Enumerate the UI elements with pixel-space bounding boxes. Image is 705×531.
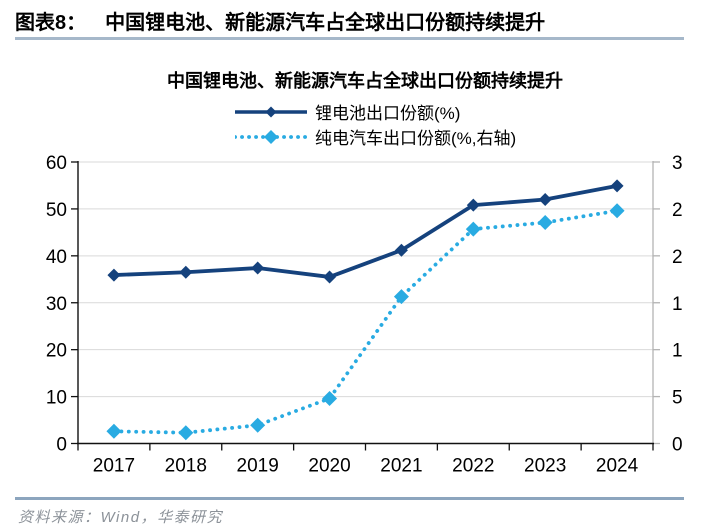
- svg-text:2018: 2018: [165, 456, 207, 477]
- svg-text:2021: 2021: [380, 456, 422, 477]
- svg-text:2: 2: [672, 247, 683, 268]
- svg-text:0: 0: [56, 435, 67, 456]
- header-rule: [15, 37, 684, 40]
- legend-item-lithium-battery: 锂电池出口份额(%): [235, 99, 516, 124]
- svg-text:1: 1: [672, 341, 683, 362]
- svg-text:5: 5: [672, 388, 683, 409]
- svg-text:0: 0: [672, 435, 683, 456]
- chart-legend: 锂电池出口份额(%) 纯电汽车出口份额(%,右轴): [235, 99, 516, 149]
- figure-header: 图表8： 中国锂电池、新能源汽车占全球出口份额持续提升: [15, 11, 695, 35]
- figure-heading: 中国锂电池、新能源汽车占全球出口份额持续提升: [105, 12, 546, 34]
- svg-text:2019: 2019: [237, 456, 279, 477]
- svg-text:40: 40: [46, 247, 67, 268]
- chart-title: 中国锂电池、新能源汽车占全球出口份额持续提升: [167, 71, 563, 91]
- svg-text:2024: 2024: [596, 456, 639, 477]
- footer-rule: [15, 497, 684, 500]
- svg-text:30: 30: [46, 294, 67, 315]
- svg-text:3: 3: [672, 153, 683, 174]
- svg-text:2: 2: [672, 200, 683, 221]
- svg-text:50: 50: [46, 200, 67, 221]
- solid-line-swatch-icon: [235, 106, 307, 117]
- legend-label-lithium-battery: 锂电池出口份额(%): [315, 104, 461, 123]
- figure-number: 图表8：: [15, 12, 87, 34]
- svg-text:2020: 2020: [308, 456, 350, 477]
- svg-text:60: 60: [46, 153, 67, 174]
- legend-label-ev: 纯电汽车出口份额(%,右轴): [315, 129, 517, 148]
- svg-text:2017: 2017: [93, 456, 135, 477]
- svg-text:10: 10: [46, 388, 67, 409]
- source-note: 资料来源：Wind，华泰研究: [18, 509, 224, 526]
- svg-text:20: 20: [46, 341, 67, 362]
- svg-text:2022: 2022: [452, 456, 494, 477]
- svg-text:2023: 2023: [524, 456, 566, 477]
- legend-item-ev: 纯电汽车出口份额(%,右轴): [235, 124, 516, 149]
- svg-text:1: 1: [672, 294, 683, 315]
- dotted-line-swatch-icon: [235, 129, 307, 144]
